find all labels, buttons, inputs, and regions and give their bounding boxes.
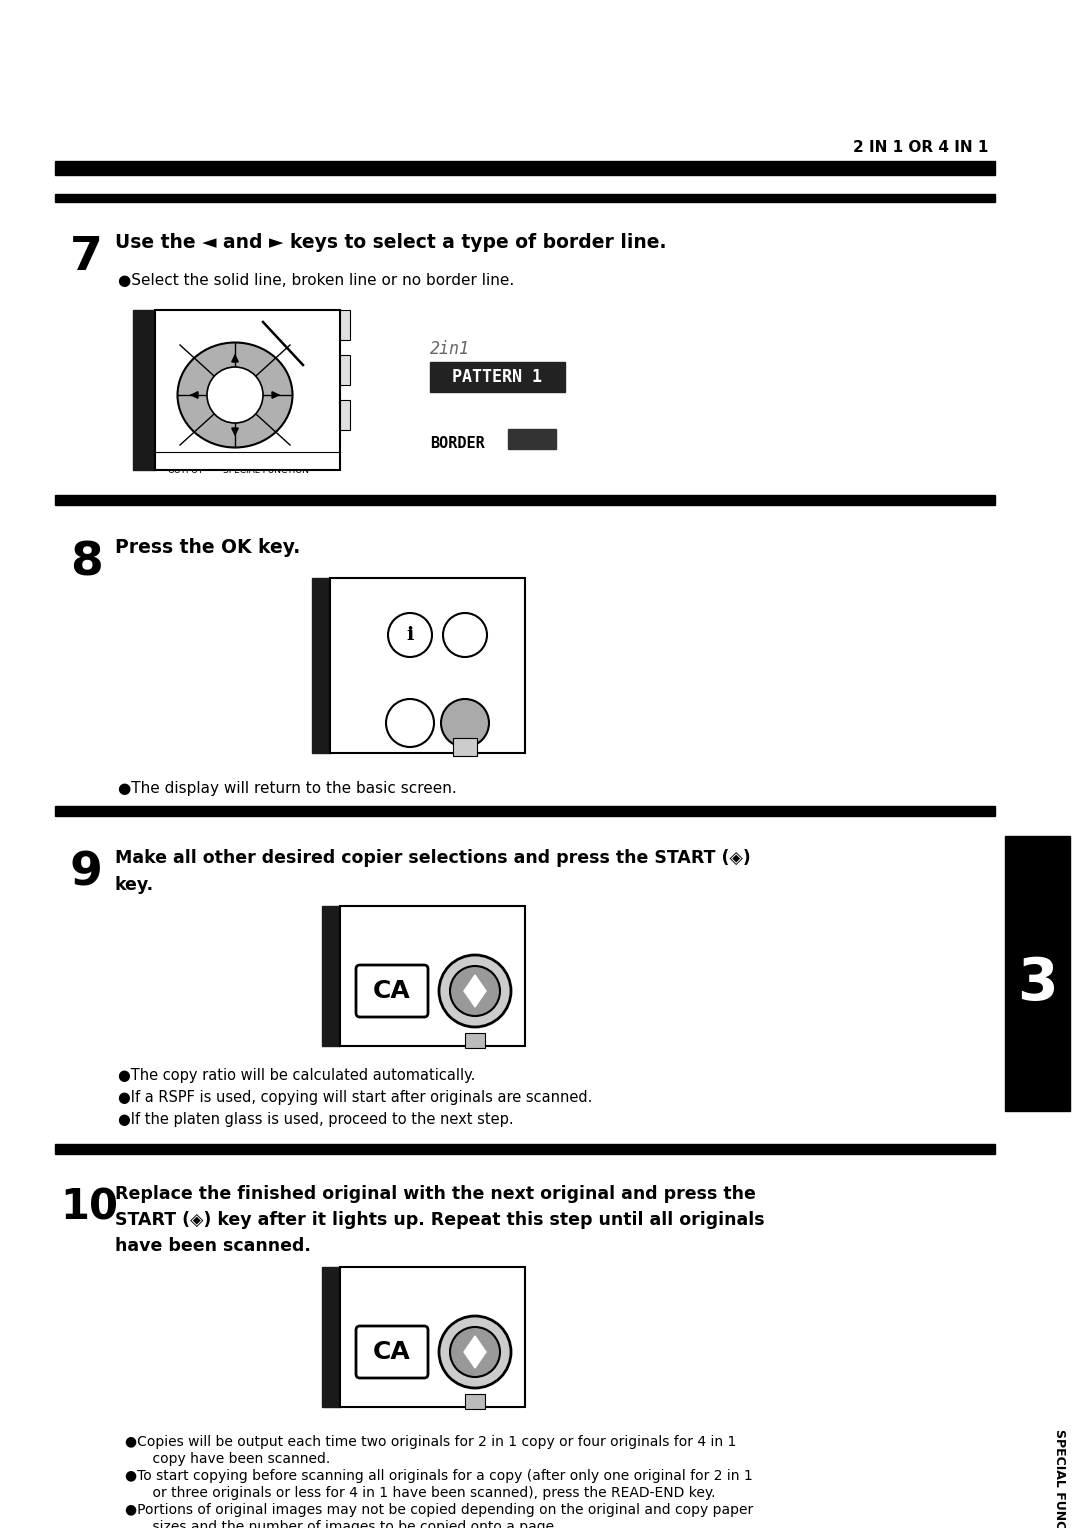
FancyBboxPatch shape [356,966,428,1018]
Text: have been scanned.: have been scanned. [114,1238,311,1254]
Text: CA: CA [373,1340,410,1365]
Text: ●Select the solid line, broken line or no border line.: ●Select the solid line, broken line or n… [118,274,514,287]
Text: CA: CA [373,979,410,1002]
Bar [508,429,556,449]
Text: 7: 7 [70,235,103,280]
Bar [330,578,525,753]
Bar [55,1144,995,1154]
Bar [133,310,156,471]
Text: 8: 8 [70,539,103,585]
Text: or three originals or less for 4 in 1 have been scanned), press the READ-END key: or three originals or less for 4 in 1 ha… [135,1487,715,1500]
Text: CLEAR ALL: CLEAR ALL [352,920,408,931]
Bar [465,1033,485,1048]
Text: 10: 10 [60,1187,118,1229]
Text: OK: OK [456,672,474,686]
Bar [340,906,525,1047]
Text: START (◈) key after it lights up. Repeat this step until all originals: START (◈) key after it lights up. Repeat… [114,1212,765,1229]
Polygon shape [464,1335,486,1368]
Bar [340,1267,525,1407]
Circle shape [386,698,434,747]
Circle shape [450,1326,500,1377]
Bar [55,160,995,176]
Circle shape [441,698,489,747]
Text: START: START [436,1277,468,1287]
Text: ●The display will return to the basic screen.: ●The display will return to the basic sc… [118,781,457,796]
Text: JOB STATUS: JOB STATUS [445,593,510,604]
Circle shape [388,613,432,657]
Text: BACK: BACK [392,672,428,686]
Text: key.: key. [114,876,154,894]
Bar [465,1394,485,1409]
Circle shape [438,955,511,1027]
Text: START: START [436,915,468,926]
Bar [322,906,340,1047]
Bar [453,738,477,756]
Text: ●To start copying before scanning all originals for a copy (after only one origi: ●To start copying before scanning all or… [125,1468,753,1484]
Text: OUTPUT: OUTPUT [167,466,203,475]
Text: 2 IN 1 OR 4 IN 1: 2 IN 1 OR 4 IN 1 [852,141,988,154]
Text: Replace the finished original with the next original and press the: Replace the finished original with the n… [114,1186,756,1203]
Bar [156,310,340,471]
Bar [55,805,995,816]
Circle shape [207,367,264,423]
Text: 2in1: 2in1 [430,341,470,358]
Bar [55,495,995,504]
Bar [340,354,350,385]
Text: Make all other desired copier selections and press the START (◈): Make all other desired copier selections… [114,850,751,866]
Circle shape [450,966,500,1016]
Bar [312,578,330,753]
Text: Press the OK key.: Press the OK key. [114,538,300,558]
Bar [322,1267,340,1407]
Text: CLEAR ALL: CLEAR ALL [352,1280,408,1291]
Polygon shape [464,975,486,1007]
Text: 9: 9 [70,851,103,895]
Text: ●If a RSPF is used, copying will start after originals are scanned.: ●If a RSPF is used, copying will start a… [118,1089,592,1105]
Text: ●If the platen glass is used, proceed to the next step.: ●If the platen glass is used, proceed to… [118,1112,514,1128]
Text: ●Copies will be output each time two originals for 2 in 1 copy or four originals: ●Copies will be output each time two ori… [125,1435,737,1449]
Ellipse shape [177,342,293,448]
Circle shape [438,1316,511,1387]
Text: copy have been scanned.: copy have been scanned. [135,1452,330,1465]
Text: Use the ◄ and ► keys to select a type of border line.: Use the ◄ and ► keys to select a type of… [114,232,666,252]
Text: sizes and the number of images to be copied onto a page.: sizes and the number of images to be cop… [135,1520,558,1528]
Text: 3: 3 [1017,955,1057,1012]
Bar [1005,836,1070,1111]
Text: ●The copy ratio will be calculated automatically.: ●The copy ratio will be calculated autom… [118,1068,475,1083]
Text: ●Portions of original images may not be copied depending on the original and cop: ●Portions of original images may not be … [125,1504,753,1517]
Bar [430,362,565,393]
Bar [340,310,350,341]
Bar [55,194,995,202]
Bar [340,400,350,429]
Text: BORDER: BORDER [430,435,485,451]
Text: SPECIAL FUNCTIONS: SPECIAL FUNCTIONS [1053,1429,1067,1528]
Text: SPECIAL FUNCTION: SPECIAL FUNCTION [222,466,309,475]
Text: PATTERN 1: PATTERN 1 [453,368,542,387]
FancyBboxPatch shape [356,1326,428,1378]
Circle shape [443,613,487,657]
Text: i: i [406,626,414,643]
